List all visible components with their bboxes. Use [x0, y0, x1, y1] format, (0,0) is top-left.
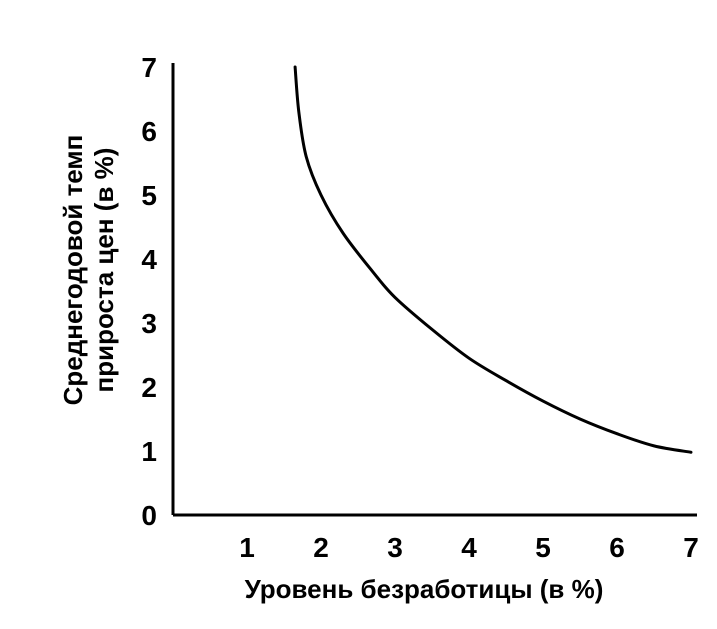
axis-labels: Уровень безработицы (в %) Среднегодовой т… — [58, 135, 603, 604]
x-axis-label: Уровень безработицы (в %) — [245, 574, 604, 604]
x-tick-label: 5 — [535, 532, 551, 563]
y-tick-label: 5 — [141, 180, 157, 211]
axes — [171, 63, 697, 517]
series-layer — [293, 65, 693, 454]
y-tick-label: 1 — [141, 436, 157, 467]
x-tick-label: 4 — [461, 532, 477, 563]
x-tick-label: 1 — [239, 532, 255, 563]
x-tick-label: 7 — [683, 532, 699, 563]
phillips-curve-line — [293, 65, 693, 454]
tick-labels: 0 1 2 3 4 5 6 7 1 2 3 4 5 6 7 — [141, 52, 698, 563]
x-tick-label: 3 — [387, 532, 403, 563]
y-tick-label: 7 — [141, 52, 157, 83]
x-tick-label: 2 — [313, 532, 329, 563]
y-tick-label: 2 — [141, 372, 157, 403]
y-tick-label: 4 — [141, 244, 157, 275]
y-tick-label: 3 — [141, 308, 157, 339]
x-tick-label: 6 — [609, 532, 625, 563]
y-tick-label: 0 — [141, 500, 157, 531]
y-tick-label: 6 — [141, 116, 157, 147]
y-axis-label-line: Среднегодовой темп — [58, 135, 88, 406]
y-axis-label-line: прироста цен (в %) — [89, 148, 119, 393]
